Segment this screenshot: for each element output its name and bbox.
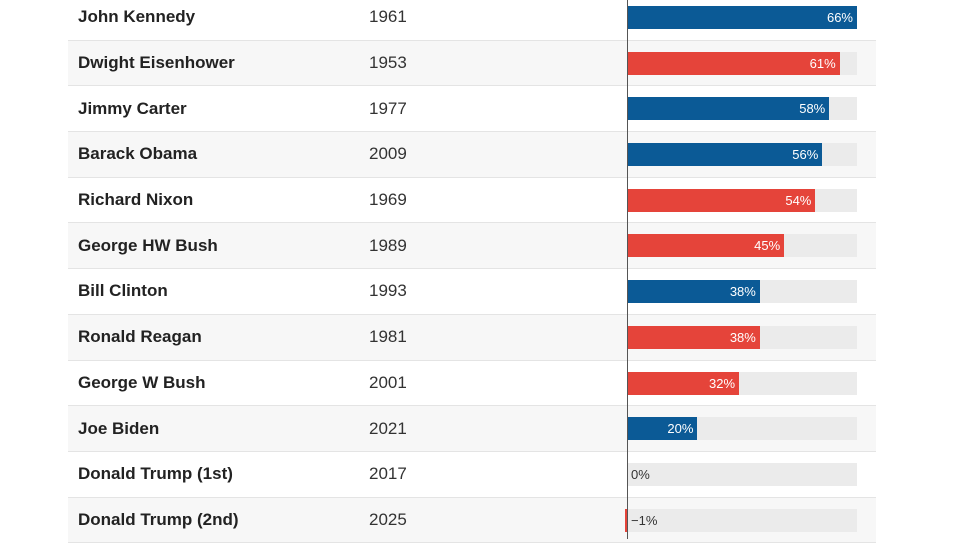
bar-value-label: 54% <box>785 192 812 208</box>
table-row: Ronald Reagan 1981 38% <box>68 314 876 361</box>
table-row: Bill Clinton 1993 38% <box>68 269 876 315</box>
inauguration-year: 2017 <box>369 464 407 484</box>
president-name: Ronald Reagan <box>78 327 202 347</box>
bar-value-label: 61% <box>809 55 836 71</box>
president-name: Donald Trump (1st) <box>78 464 233 484</box>
president-name: Barack Obama <box>78 144 198 164</box>
bar-track <box>628 508 857 532</box>
table-row: Barack Obama 2009 56% <box>68 132 876 178</box>
president-name: Jimmy Carter <box>78 98 187 118</box>
president-name: Joe Biden <box>78 418 160 438</box>
table-row: Donald Trump (1st) 2017 0% <box>68 452 876 498</box>
bar-track <box>628 462 857 486</box>
table-row: Donald Trump (2nd) 2025 −1% <box>68 497 876 543</box>
bar-value-label: 20% <box>667 421 694 437</box>
zero-axis-line <box>627 0 628 539</box>
table-row: George W Bush 2001 32% <box>68 361 876 407</box>
inauguration-year: 1953 <box>369 53 407 73</box>
table-row: Richard Nixon 1969 54% <box>68 178 876 224</box>
table-row: Jimmy Carter 1977 58% <box>68 86 876 133</box>
approval-bar <box>628 417 698 441</box>
approval-bar <box>628 97 830 121</box>
approval-bar <box>628 6 857 29</box>
bar-value-label: 58% <box>799 101 826 117</box>
approval-bar <box>628 51 840 75</box>
table-row: Dwight Eisenhower 1953 61% <box>68 40 876 87</box>
inauguration-year: 2021 <box>369 418 407 438</box>
inauguration-year: 1969 <box>369 190 407 210</box>
approval-bar <box>628 234 785 258</box>
approval-bar <box>628 188 816 212</box>
table-row: Joe Biden 2021 20% <box>68 406 876 452</box>
president-name: John Kennedy <box>78 7 196 27</box>
inauguration-year: 2025 <box>369 509 407 529</box>
inauguration-year: 2001 <box>369 372 407 392</box>
approval-table: John Kennedy 1961 66% Dwight Eisenhower 1953… <box>68 0 876 543</box>
bar-value-label: 38% <box>729 329 756 345</box>
bar-value-label: 38% <box>729 284 756 300</box>
approval-bar <box>628 280 760 304</box>
approval-bar <box>628 371 740 395</box>
president-name: Bill Clinton <box>78 281 168 301</box>
president-name: Donald Trump (2nd) <box>78 509 239 529</box>
president-name: Dwight Eisenhower <box>78 53 235 73</box>
bar-value-label: 32% <box>709 375 736 391</box>
inauguration-year: 1981 <box>369 327 407 347</box>
bar-value-label: 66% <box>826 10 853 25</box>
bar-value-label: 56% <box>792 147 819 163</box>
inauguration-year: 1961 <box>369 7 407 27</box>
table-row: John Kennedy 1961 66% <box>68 0 876 41</box>
president-name: George HW Bush <box>78 235 218 255</box>
president-name: George W Bush <box>78 372 206 392</box>
approval-bar <box>628 143 823 167</box>
inauguration-year: 1993 <box>369 281 407 301</box>
approval-bar <box>624 508 628 532</box>
bar-value-label: −1% <box>631 512 658 528</box>
bar-value-label: 0% <box>631 466 650 482</box>
inauguration-year: 1989 <box>369 235 407 255</box>
bar-value-label: 45% <box>754 238 781 254</box>
inauguration-year: 2009 <box>369 144 407 164</box>
inauguration-year: 1977 <box>369 98 407 118</box>
approval-bar <box>628 325 760 349</box>
table-row: George HW Bush 1989 45% <box>68 223 876 270</box>
president-name: Richard Nixon <box>78 190 194 210</box>
